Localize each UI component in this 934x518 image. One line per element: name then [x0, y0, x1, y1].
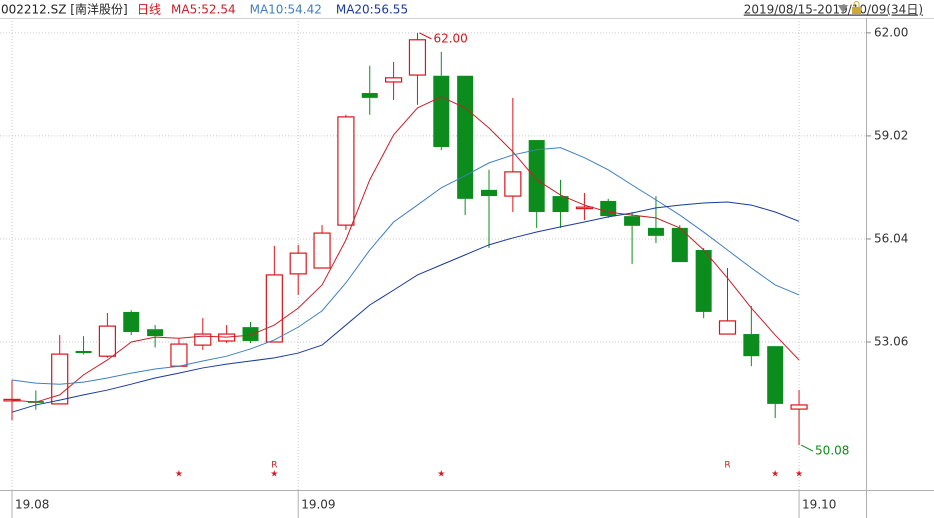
x-tick-label: 19.09	[301, 498, 335, 512]
annotation-label: 62.00	[433, 31, 467, 45]
candle-body	[790, 404, 808, 410]
candle-body	[98, 325, 117, 357]
dropdown-icon[interactable]	[838, 5, 848, 13]
legend-label: MA5:52.54	[171, 3, 236, 17]
candle-body	[481, 189, 497, 197]
candle-body	[123, 311, 140, 332]
candle-body	[647, 227, 664, 236]
candle-body	[75, 350, 92, 354]
signal-r: R	[271, 461, 277, 471]
candle-body	[313, 232, 331, 269]
chart-title: 002212.SZ [南洋股份]	[1, 2, 128, 17]
lock-shackle	[853, 1, 860, 7]
candle-body	[457, 75, 474, 199]
annotation-arrow	[419, 32, 432, 40]
candle-body	[695, 250, 712, 312]
candle-body	[194, 333, 212, 346]
annotation-arrow	[800, 444, 814, 452]
y-tick-label: 56.04	[874, 231, 908, 245]
y-tick-label: 53.06	[874, 335, 908, 349]
candle-body	[433, 75, 450, 147]
candle-body	[528, 140, 545, 212]
candle-body	[624, 216, 641, 226]
annotation-label: 50.08	[815, 444, 849, 458]
ma-line	[11, 201, 800, 413]
y-tick-label: 62.00	[874, 25, 908, 39]
y-tick-label: 59.02	[874, 128, 908, 142]
ma-line	[11, 147, 800, 385]
candle-body	[743, 334, 760, 357]
candle-body	[265, 274, 283, 343]
candle-body	[718, 320, 737, 335]
legend-label: MA20:56.55	[336, 3, 408, 17]
x-tick-label: 19.08	[15, 498, 49, 512]
candle-body	[552, 196, 569, 212]
candle-body	[289, 252, 307, 275]
signal-star: ★	[270, 470, 278, 480]
period-label: 日线	[137, 3, 161, 17]
candle-body	[147, 329, 164, 337]
candle-body	[575, 206, 594, 210]
candle-body	[671, 227, 688, 263]
candle-body	[242, 327, 259, 341]
candle-body	[385, 77, 403, 83]
candle-body	[767, 346, 784, 404]
x-tick-label: 19.10	[802, 498, 836, 512]
signal-star: ★	[771, 470, 779, 480]
lock-icon[interactable]	[852, 7, 861, 14]
candle-body	[337, 116, 355, 226]
candle-body	[600, 200, 617, 217]
signal-star: ★	[437, 470, 445, 480]
candle-body	[504, 171, 522, 197]
legend-label: MA10:54.42	[250, 3, 322, 17]
candle-body	[170, 343, 188, 367]
signal-star: ★	[175, 470, 183, 480]
signal-star: ★	[795, 470, 803, 480]
candle-body	[361, 93, 378, 98]
candle-body	[408, 39, 427, 76]
signal-r: R	[724, 461, 730, 471]
ma-line	[11, 96, 800, 403]
date-range[interactable]: 2019/08/15-2019/10/09(34日)	[744, 3, 923, 17]
